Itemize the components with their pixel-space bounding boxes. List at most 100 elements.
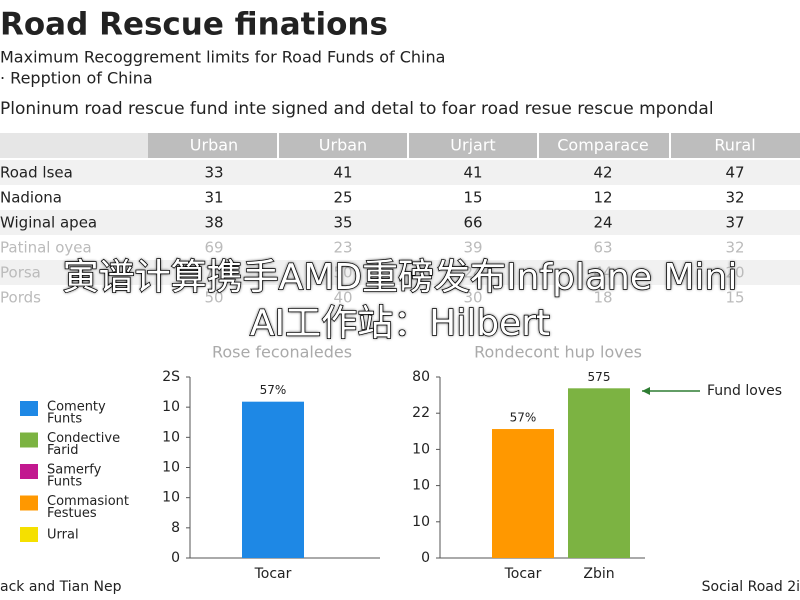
x-tick-label: Tocar [254, 566, 292, 582]
y-tick-label: 10 [162, 429, 180, 445]
cell: 15 [725, 289, 744, 307]
overlay-line: AI工作站：Hilbert [249, 302, 551, 345]
cell: 50 [333, 264, 352, 282]
cell: 23 [333, 239, 352, 257]
cell: 41 [333, 164, 352, 182]
column-header: Urban [319, 136, 367, 155]
legend-swatch [20, 464, 38, 479]
row-label: Road lsea [0, 164, 73, 182]
header-cell [0, 133, 148, 158]
cell: 41 [463, 164, 482, 182]
bar [492, 429, 554, 558]
y-tick-label: 2S [162, 369, 180, 385]
y-tick-label: 10 [162, 399, 180, 415]
cell: 37 [725, 214, 744, 232]
cell: 69 [204, 239, 223, 257]
bar [242, 401, 304, 558]
y-tick-label: 10 [412, 478, 430, 494]
cell: 42 [593, 164, 612, 182]
bar-label: 57% [260, 383, 287, 397]
cell: 32 [725, 189, 744, 207]
cell: 20 [725, 264, 744, 282]
row-label: Wiginal apea [0, 214, 97, 232]
legend-label: Condective [47, 431, 120, 446]
chart-title: Rose feconaledes [212, 343, 352, 362]
row-label: Porsa [0, 264, 41, 282]
y-tick-label: 10 [162, 490, 180, 506]
legend-label: Farid [47, 443, 78, 458]
cell: 44 [593, 264, 612, 282]
cell: 25 [333, 189, 352, 207]
row-label: Nadiona [0, 189, 62, 207]
footer-right: Social Road 2i [702, 579, 800, 595]
legend-label: Funts [47, 475, 82, 490]
cell: 15 [463, 189, 482, 207]
x-tick-label: Tocar [504, 566, 542, 582]
cell: 31 [204, 189, 223, 207]
y-tick-label: 10 [412, 441, 430, 457]
cell: 18 [593, 289, 612, 307]
row-label: Patinal oyea [0, 239, 92, 257]
legend-label: Samerfy [47, 463, 102, 478]
cell: 50 [204, 289, 223, 307]
bullet: · Repption of China [0, 69, 153, 88]
y-tick-label: 0 [421, 550, 430, 566]
cell: 12 [593, 189, 612, 207]
footer-left: ack and Tian Nep [0, 579, 122, 595]
table-row [0, 260, 800, 285]
overlay-line: 寅谱计算携手AMD重磅发布Infplane Mini [62, 256, 738, 299]
x-tick-label: Zbin [583, 566, 614, 582]
cell: 35 [333, 214, 352, 232]
legend-swatch [20, 432, 38, 448]
overlay-caption: 寅谱计算携手AMD重磅发布Infplane Mini AI工作站：Hilbert [0, 255, 800, 347]
legend-swatch [20, 495, 38, 511]
bar-label: 575 [588, 370, 611, 384]
header-row [148, 133, 800, 158]
column-header: Urban [190, 136, 238, 155]
y-tick-label: 10 [162, 460, 180, 476]
cell: 32 [725, 239, 744, 257]
cell: 63 [593, 239, 612, 257]
cell: 30 [463, 289, 482, 307]
table-row [0, 210, 800, 235]
y-tick-label: 22 [412, 405, 430, 421]
table-row [0, 185, 800, 210]
bar [568, 388, 630, 558]
cell: 24 [463, 264, 482, 282]
chart-title: Rondecont hup loves [474, 343, 642, 362]
column-header: Comparace [557, 136, 649, 155]
legend-label: Comenty [47, 400, 106, 415]
legend-label: Commasiont [47, 494, 129, 509]
cell: 40 [333, 289, 352, 307]
table-row [0, 160, 800, 185]
legend-swatch [20, 527, 38, 542]
table-row [0, 285, 800, 310]
column-header: Rural [714, 136, 755, 155]
y-tick-label: 10 [412, 514, 430, 530]
legend-label: Festues [47, 506, 97, 521]
y-tick-label: 8 [171, 520, 180, 536]
cell: 33 [204, 164, 223, 182]
cell: 71 [204, 264, 223, 282]
arrow-head [642, 387, 650, 395]
legend-label: Urral [47, 528, 79, 543]
legend-label: Funts [47, 412, 82, 427]
bar-label: 57% [510, 411, 537, 425]
cell: 66 [463, 214, 482, 232]
y-tick-label: 80 [412, 369, 430, 385]
title: Road Rescue finations [0, 7, 388, 43]
cell: 47 [725, 164, 744, 182]
table-row [0, 235, 800, 260]
y-tick-label: 0 [171, 550, 180, 566]
annotation: Fund loves [707, 383, 782, 399]
cell: 24 [593, 214, 612, 232]
legend-swatch [20, 401, 38, 416]
subtitle: Maximum Recoggrement limits for Road Fun… [0, 48, 445, 67]
cell: 39 [463, 239, 482, 257]
column-header: Urjart [450, 136, 495, 155]
description: Ploninum road rescue fund inte signed an… [0, 99, 714, 119]
cell: 38 [204, 214, 223, 232]
row-label: Pords [0, 289, 41, 307]
